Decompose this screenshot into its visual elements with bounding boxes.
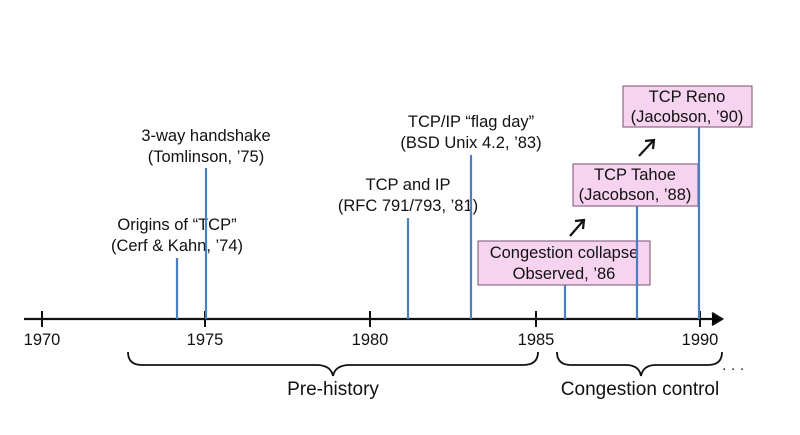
arrow-tahoe-to-reno-head <box>644 138 656 150</box>
event-handshake-title: 3-way handshake <box>141 127 270 145</box>
period-prehistory: Pre-history <box>127 351 539 400</box>
timeline-ellipsis: . . . <box>722 357 744 374</box>
tick-label-1985: 1985 <box>518 331 555 349</box>
period-congestion-control: Congestion control <box>556 351 723 400</box>
event-flag-day: TCP/IP “flag day” (BSD Unix 4.2, ’83) <box>400 113 542 319</box>
event-tcpip-citation: (RFC 791/793, ’81) <box>338 197 478 215</box>
event-tahoe-title: TCP Tahoe <box>594 166 676 184</box>
event-tahoe-box <box>572 163 699 207</box>
event-reno-citation: (Jacobson, ’90) <box>631 108 744 126</box>
prehistory-brace <box>127 351 539 377</box>
congestion-brace <box>556 351 723 377</box>
tick-label-1970: 1970 <box>24 331 61 349</box>
arrow-collapse-to-tahoe-shaft <box>569 220 584 237</box>
event-collapse-title: Congestion collapse <box>490 244 639 262</box>
event-tahoe-citation: (Jacobson, ’88) <box>579 186 692 204</box>
tick-label-1980: 1980 <box>352 331 389 349</box>
tick-label-1975: 1975 <box>187 331 224 349</box>
tick-label-1990: 1990 <box>682 331 719 349</box>
congestion-label: Congestion control <box>561 379 719 400</box>
arrow-collapse-to-tahoe-head <box>574 218 586 230</box>
prehistory-label: Pre-history <box>287 379 379 400</box>
event-reno-box <box>622 85 753 128</box>
event-origins-citation: (Cerf & Kahn, ’74) <box>111 237 243 255</box>
event-tcpip-title: TCP and IP <box>366 176 451 194</box>
event-3way-handshake: 3-way handshake (Tomlinson, ’75) <box>141 127 271 319</box>
event-collapse-box <box>477 240 651 286</box>
event-tcp-tahoe: TCP Tahoe (Jacobson, ’88) <box>572 163 699 319</box>
arrow-collapse-to-tahoe <box>569 218 586 237</box>
arrow-tahoe-to-reno-shaft <box>638 140 654 157</box>
event-handshake-citation: (Tomlinson, ’75) <box>148 148 264 166</box>
event-origins-tcp: Origins of “TCP” (Cerf & Kahn, ’74) <box>111 216 243 319</box>
year-ticks: 1970 1975 1980 1985 1990 <box>24 311 719 349</box>
event-origins-title: Origins of “TCP” <box>117 216 236 234</box>
event-tcp-reno: TCP Reno (Jacobson, ’90) <box>622 85 753 319</box>
arrow-tahoe-to-reno <box>638 138 656 157</box>
event-reno-title: TCP Reno <box>649 88 726 106</box>
timeline-axis-arrowhead <box>711 312 725 326</box>
event-congestion-collapse: Congestion collapse Observed, ’86 <box>477 240 651 319</box>
event-tcp-and-ip: TCP and IP (RFC 791/793, ’81) <box>338 176 478 319</box>
event-flagday-citation: (BSD Unix 4.2, ’83) <box>400 134 541 152</box>
event-collapse-citation: Observed, ’86 <box>513 265 616 283</box>
event-flagday-title: TCP/IP “flag day” <box>408 113 534 131</box>
